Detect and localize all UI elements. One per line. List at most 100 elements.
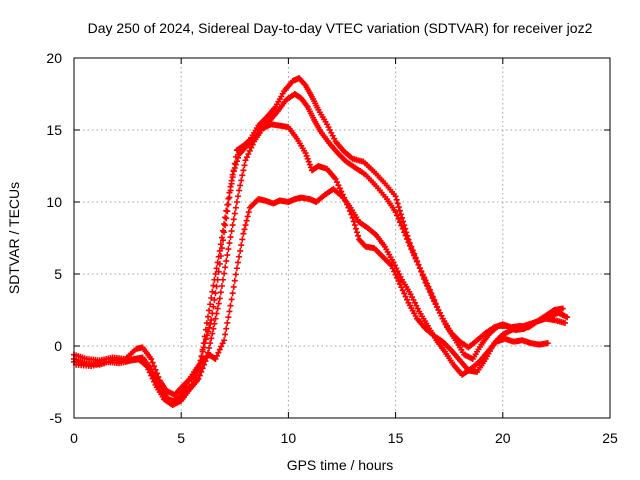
data-point (220, 276, 227, 283)
data-point (302, 150, 309, 157)
data-point (404, 296, 411, 303)
data-point (151, 363, 158, 370)
data-point (421, 274, 428, 281)
data-point (249, 141, 256, 148)
data-point (220, 227, 227, 234)
data-point (226, 240, 233, 247)
data-point (398, 284, 405, 291)
data-point (237, 182, 244, 189)
data-point (564, 314, 571, 321)
data-point (225, 246, 232, 253)
data-point (216, 346, 223, 353)
data-point (223, 325, 230, 332)
data-point (225, 195, 232, 202)
data-point (303, 152, 310, 159)
data-point (354, 229, 361, 236)
data-point (202, 326, 209, 333)
data-point (213, 310, 220, 317)
data-point (232, 271, 239, 278)
data-point (412, 255, 419, 262)
data-point (431, 296, 438, 303)
y-tick-label: 15 (46, 122, 62, 138)
data-point (232, 161, 239, 168)
data-point (395, 204, 402, 211)
data-point (392, 193, 399, 200)
data-point (237, 247, 244, 254)
data-point (227, 302, 234, 309)
data-point (224, 201, 231, 208)
x-tick-label: 10 (281, 430, 297, 446)
data-point (401, 229, 408, 236)
data-point (243, 217, 250, 224)
data-point (304, 155, 311, 162)
data-point (241, 226, 248, 233)
data-point (408, 246, 415, 253)
data-point (221, 337, 228, 344)
data-point (212, 271, 219, 277)
data-point (205, 313, 211, 320)
x-tick-label: 15 (388, 430, 404, 446)
x-tick-label: 20 (495, 430, 511, 446)
y-tick-label: 5 (54, 266, 62, 282)
data-point (233, 265, 240, 272)
data-point (305, 158, 312, 165)
data-point (231, 164, 238, 171)
data-point (210, 282, 217, 289)
data-point (399, 225, 406, 232)
data-point (235, 259, 242, 266)
data-point (432, 300, 439, 307)
data-point (402, 232, 409, 239)
grid-lines (74, 58, 610, 418)
data-point (222, 222, 229, 229)
data-point (401, 290, 408, 297)
data-point (228, 177, 235, 184)
data-point (215, 349, 222, 356)
data-point (418, 268, 425, 275)
data-point (211, 320, 218, 327)
data-point (411, 252, 418, 259)
data-point (414, 258, 421, 265)
data-point (213, 265, 220, 272)
y-tick-label: 10 (46, 194, 62, 210)
data-point (223, 215, 230, 222)
x-tick-label: 0 (70, 430, 78, 446)
data-point (212, 315, 219, 322)
data-point (225, 314, 232, 321)
y-axis-label: SDTVAR / TECUs (6, 182, 22, 294)
data-point (422, 277, 429, 284)
data-point (212, 290, 219, 297)
data-point (196, 372, 203, 379)
data-point (333, 179, 340, 186)
data-point (429, 293, 436, 300)
data-point (226, 308, 233, 315)
data-point (335, 182, 342, 189)
data-point (213, 283, 220, 290)
data-point (217, 289, 224, 296)
data-point (228, 296, 235, 303)
series-track-b (71, 91, 571, 406)
data-point (248, 144, 255, 151)
data-point (243, 154, 250, 161)
data-point (213, 352, 220, 359)
data-point (227, 234, 234, 241)
data-point (200, 340, 207, 347)
data-point (544, 340, 551, 347)
data-point (426, 286, 433, 293)
data-point (210, 325, 217, 332)
data-point (211, 276, 218, 283)
data-point (232, 204, 239, 211)
x-tick-labels: 0 5 10 15 20 25 (70, 430, 618, 446)
data-points (71, 75, 571, 409)
data-point (394, 274, 401, 281)
data-point (222, 264, 229, 271)
series-track-d (73, 186, 551, 406)
data-point (235, 193, 242, 200)
data-point (201, 333, 208, 340)
data-point (231, 210, 238, 217)
data-point (415, 261, 422, 268)
y-tick-label: 0 (54, 338, 62, 354)
data-point (239, 172, 246, 179)
x-tick-label: 5 (177, 430, 185, 446)
data-point (212, 355, 219, 362)
